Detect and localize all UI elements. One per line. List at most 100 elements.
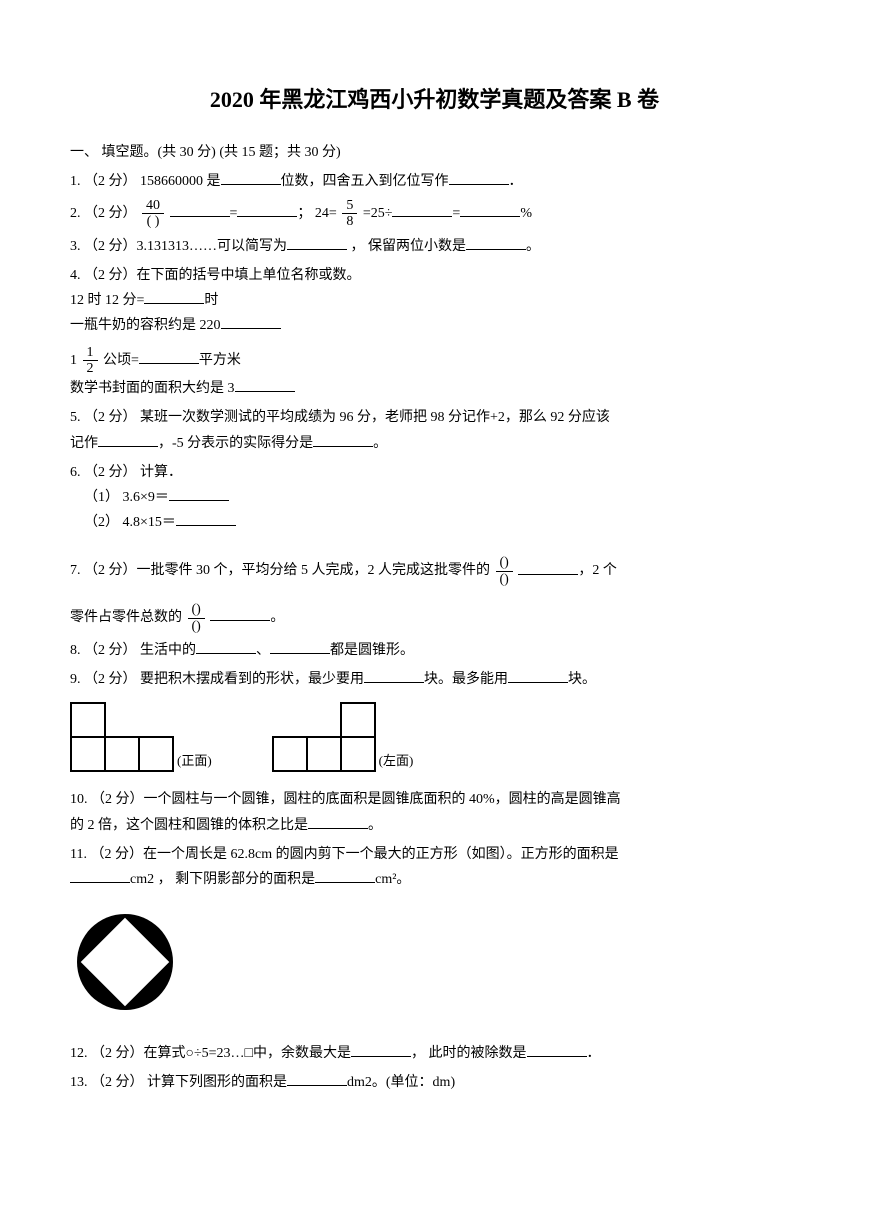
blank	[287, 1070, 347, 1086]
denominator: ()	[188, 619, 205, 634]
blank	[170, 201, 230, 217]
question-8: 8. （2 分） 生活中的 、 都是圆锥形。	[70, 638, 799, 663]
circle-square-figure	[70, 907, 799, 1026]
section-header: 一、 填空题。(共 30 分) (共 15 题；共 30 分)	[70, 140, 799, 165]
numerator: 1	[83, 345, 98, 361]
question-12: 12. （2 分）在算式○÷5=23…□中，余数最大是 ， 此时的被除数是 ．	[70, 1041, 799, 1066]
q5-l2-prefix: 记作	[70, 436, 98, 451]
fraction: () ()	[496, 555, 513, 587]
blank	[313, 431, 373, 447]
q4-l3-mid: 公顷=	[103, 353, 139, 368]
fraction: 1 2	[83, 345, 98, 377]
q8-mid: 、	[256, 643, 270, 658]
q5-prefix: 5. （2 分） 某班一次数学测试的平均成绩为 96 分，老师把 98 分记作+…	[70, 405, 799, 430]
q10-prefix: 10. （2 分）一个圆柱与一个圆锥，圆柱的底面积是圆锥底面积的 40%，圆柱的…	[70, 787, 799, 812]
q10-l2-prefix: 的 2 倍，这个圆柱和圆锥的体积之比是	[70, 818, 308, 833]
q11-l2-suffix: cm²。	[375, 872, 410, 887]
blank	[139, 348, 199, 364]
front-view: (正面)	[70, 702, 212, 772]
question-3: 3. （2 分）3.131313……可以简写为 ， 保留两位小数是 。	[70, 234, 799, 259]
denominator: 2	[83, 361, 98, 376]
blank	[315, 867, 375, 883]
numerator: 5	[342, 198, 357, 214]
q2-eq1: =	[230, 206, 238, 221]
q6-sub1: （1） 3.6×9＝	[84, 490, 169, 505]
q5-l2-suffix: 。	[373, 436, 387, 451]
q8-prefix: 8. （2 分） 生活中的	[70, 643, 196, 658]
q12-mid: ， 此时的被除数是	[411, 1046, 527, 1061]
q3-mid: ， 保留两位小数是	[347, 239, 466, 254]
q4-text: 4. （2 分）在下面的括号中填上单位名称或数。	[70, 263, 799, 288]
q7-mid: ，2 个	[578, 564, 617, 579]
blank	[235, 376, 295, 392]
fraction: 5 8	[342, 198, 357, 230]
q2-prefix: 2. （2 分）	[70, 206, 137, 221]
question-4: 4. （2 分）在下面的括号中填上单位名称或数。 12 时 12 分=时 一瓶牛…	[70, 263, 799, 402]
front-label: (正面)	[177, 749, 212, 772]
blank	[527, 1041, 587, 1057]
question-7: 7. （2 分）一批零件 30 个，平均分给 5 人完成，2 人完成这批零件的 …	[70, 555, 799, 634]
q4-l1-prefix: 12 时 12 分=	[70, 293, 144, 308]
fraction: () ()	[188, 602, 205, 634]
q2-eq2: ； 24=	[297, 206, 336, 221]
q5-l2-mid: ，-5 分表示的实际得分是	[158, 436, 313, 451]
q2-suffix: %	[520, 206, 532, 221]
q1-text: 1. （2 分） 158660000 是	[70, 174, 221, 189]
circle-square-icon	[70, 907, 180, 1017]
blank	[466, 234, 526, 250]
q6-sub2: （2） 4.8×15＝	[84, 515, 176, 530]
blank	[270, 638, 330, 654]
denominator: ( )	[142, 214, 164, 229]
blank	[460, 201, 520, 217]
numerator: 40	[142, 198, 164, 214]
blank	[70, 867, 130, 883]
blank	[196, 638, 256, 654]
q12-suffix: ．	[587, 1046, 601, 1061]
q1-suffix: ．	[509, 174, 523, 189]
q10-l2-suffix: 。	[368, 818, 382, 833]
left-label: (左面)	[379, 749, 414, 772]
q9-suffix: 块。	[568, 672, 596, 687]
denominator: ()	[496, 572, 513, 587]
q3-suffix: 。	[526, 239, 540, 254]
blank	[392, 201, 452, 217]
q12-prefix: 12. （2 分）在算式○÷5=23…□中，余数最大是	[70, 1046, 351, 1061]
q4-l3-suffix: 平方米	[199, 353, 241, 368]
blank	[508, 667, 568, 683]
q13-prefix: 13. （2 分） 计算下列图形的面积是	[70, 1075, 287, 1090]
q11-l2-mid: cm2 ， 剩下阴影部分的面积是	[130, 872, 315, 887]
blank	[169, 485, 229, 501]
q4-l3-prefix: 1	[70, 353, 77, 368]
blank	[144, 288, 204, 304]
page-title: 2020 年黑龙江鸡西小升初数学真题及答案 B 卷	[70, 80, 799, 120]
question-13: 13. （2 分） 计算下列图形的面积是 dm2。(单位：dm)	[70, 1070, 799, 1095]
blank	[221, 169, 281, 185]
q1-mid: 位数，四舍五入到亿位写作	[281, 174, 449, 189]
denominator: 8	[342, 214, 357, 229]
blank	[98, 431, 158, 447]
blank	[449, 169, 509, 185]
q4-l4-prefix: 数学书封面的面积大约是 3	[70, 381, 235, 396]
blank	[221, 313, 281, 329]
blank	[287, 234, 347, 250]
blank	[518, 559, 578, 575]
question-5: 5. （2 分） 某班一次数学测试的平均成绩为 96 分，老师把 98 分记作+…	[70, 405, 799, 455]
q6-text: 6. （2 分） 计算．	[70, 460, 799, 485]
q2-eq4: =	[452, 206, 460, 221]
question-6: 6. （2 分） 计算． （1） 3.6×9＝ （2） 4.8×15＝	[70, 460, 799, 536]
q4-l2-prefix: 一瓶牛奶的容积约是 220	[70, 318, 221, 333]
fraction: 40 ( )	[142, 198, 164, 230]
question-2: 2. （2 分） 40 ( ) = ； 24= 5 8 =25÷ =%	[70, 198, 799, 230]
q7-prefix: 7. （2 分）一批零件 30 个，平均分给 5 人完成，2 人完成这批零件的	[70, 564, 494, 579]
q8-suffix: 都是圆锥形。	[330, 643, 414, 658]
front-shape-icon	[70, 702, 175, 772]
q7-l2-prefix: 零件占零件总数的	[70, 610, 182, 625]
blank	[176, 510, 236, 526]
blank	[237, 201, 297, 217]
q13-suffix: dm2。(单位：dm)	[347, 1075, 455, 1090]
q9-prefix: 9. （2 分） 要把积木摆成看到的形状，最少要用	[70, 672, 364, 687]
blank	[210, 605, 270, 621]
q2-eq3: =25÷	[363, 206, 393, 221]
q3-prefix: 3. （2 分）3.131313……可以简写为	[70, 239, 287, 254]
question-9: 9. （2 分） 要把积木摆成看到的形状，最少要用块。最多能用块。	[70, 667, 799, 692]
